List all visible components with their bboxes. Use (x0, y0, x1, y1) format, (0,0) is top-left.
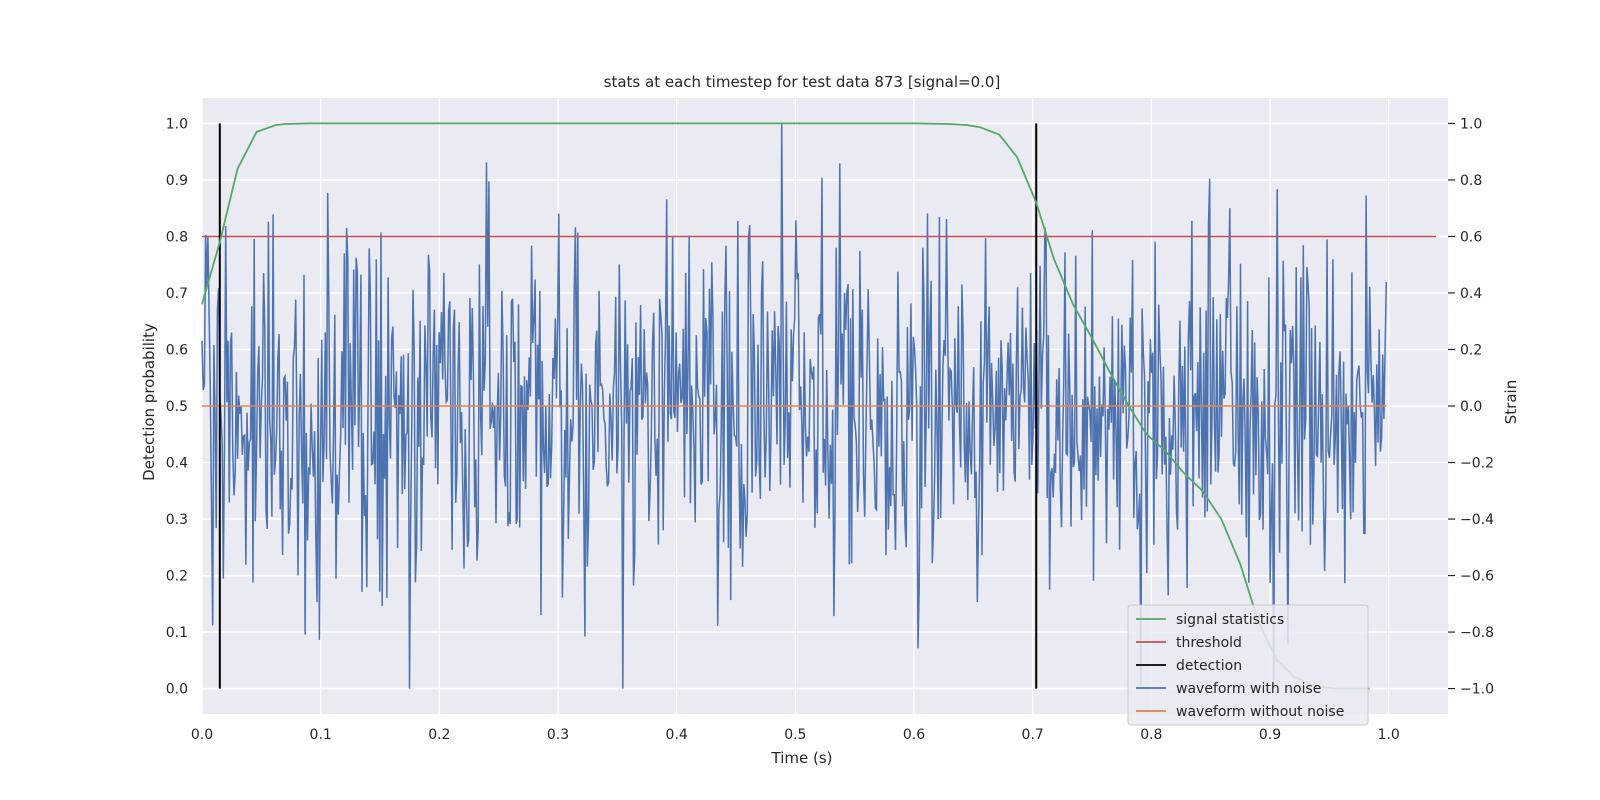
y-tick-label-right: −1.0 (1460, 682, 1494, 698)
x-tick-label: 0.8 (1140, 727, 1162, 743)
y-tick-label-right: −0.4 (1460, 512, 1494, 528)
y-tick-label-right: −0.2 (1460, 456, 1494, 472)
axes: 0.0 0.1 0.2 0.3 0.4 0.5 0.6 0.7 0.8 0.9 1.0 0.0 0.1 0… (166, 116, 1494, 743)
y-tick-label-right: −0.8 (1460, 625, 1494, 641)
x-tick-label: 0.3 (547, 727, 569, 743)
y-tick-label-right: 0.4 (1460, 286, 1482, 302)
y-tick-label-left: 0.6 (166, 342, 188, 358)
y-tick-label-right: 0.8 (1460, 173, 1482, 189)
y-tick-label-right: −0.6 (1460, 569, 1494, 585)
legend-label: detection (1176, 658, 1242, 674)
series-layer (201, 122, 1437, 690)
x-tick-label: 0.1 (310, 727, 332, 743)
legend-label: threshold (1176, 635, 1242, 651)
x-axis-label: Time (s) (771, 749, 833, 767)
x-tick-label: 0.7 (1022, 727, 1044, 743)
legend-label: waveform without noise (1176, 704, 1344, 720)
y-tick-label-left: 0.1 (166, 625, 188, 641)
y-tick-label-left: 0.7 (166, 286, 188, 302)
legend-box (1127, 604, 1369, 726)
y-tick-label-left: 0.3 (166, 512, 188, 528)
chart-title: stats at each timestep for test data 873… (604, 73, 1001, 91)
legend-label: signal statistics (1176, 612, 1284, 628)
y-tick-label-right: 0.2 (1460, 342, 1482, 358)
x-tick-label: 0.2 (428, 727, 450, 743)
y-tick-label-right: 1.0 (1460, 116, 1482, 132)
x-tick-label: 0.4 (666, 727, 688, 743)
x-tick-label: 0.6 (903, 727, 925, 743)
y-tick-label-left: 0.5 (166, 399, 188, 415)
legend-label: waveform with noise (1176, 681, 1321, 697)
y-tick-label-left: 0.8 (166, 229, 188, 245)
y-tick-label-right: 0.0 (1460, 399, 1482, 415)
x-tick-label: 0.0 (191, 727, 213, 743)
y-axis-label-left: Detection probability (140, 323, 158, 481)
y-tick-label-left: 0.4 (166, 456, 188, 472)
y-tick-label-left: 0.2 (166, 569, 188, 585)
legend: signal statistics threshold detection wavef… (1127, 604, 1369, 726)
x-tick-label: 0.9 (1259, 727, 1281, 743)
y-tick-label-right: 0.6 (1460, 229, 1482, 245)
y-tick-label-left: 0.0 (166, 682, 188, 698)
x-tick-label: 0.5 (784, 727, 806, 743)
x-tick-label: 1.0 (1378, 727, 1400, 743)
y-axis-label-right: Strain (1502, 380, 1520, 424)
y-tick-label-left: 0.9 (166, 173, 188, 189)
y-tick-label-left: 1.0 (166, 116, 188, 132)
series-waveform-with-noise (201, 123, 1388, 689)
